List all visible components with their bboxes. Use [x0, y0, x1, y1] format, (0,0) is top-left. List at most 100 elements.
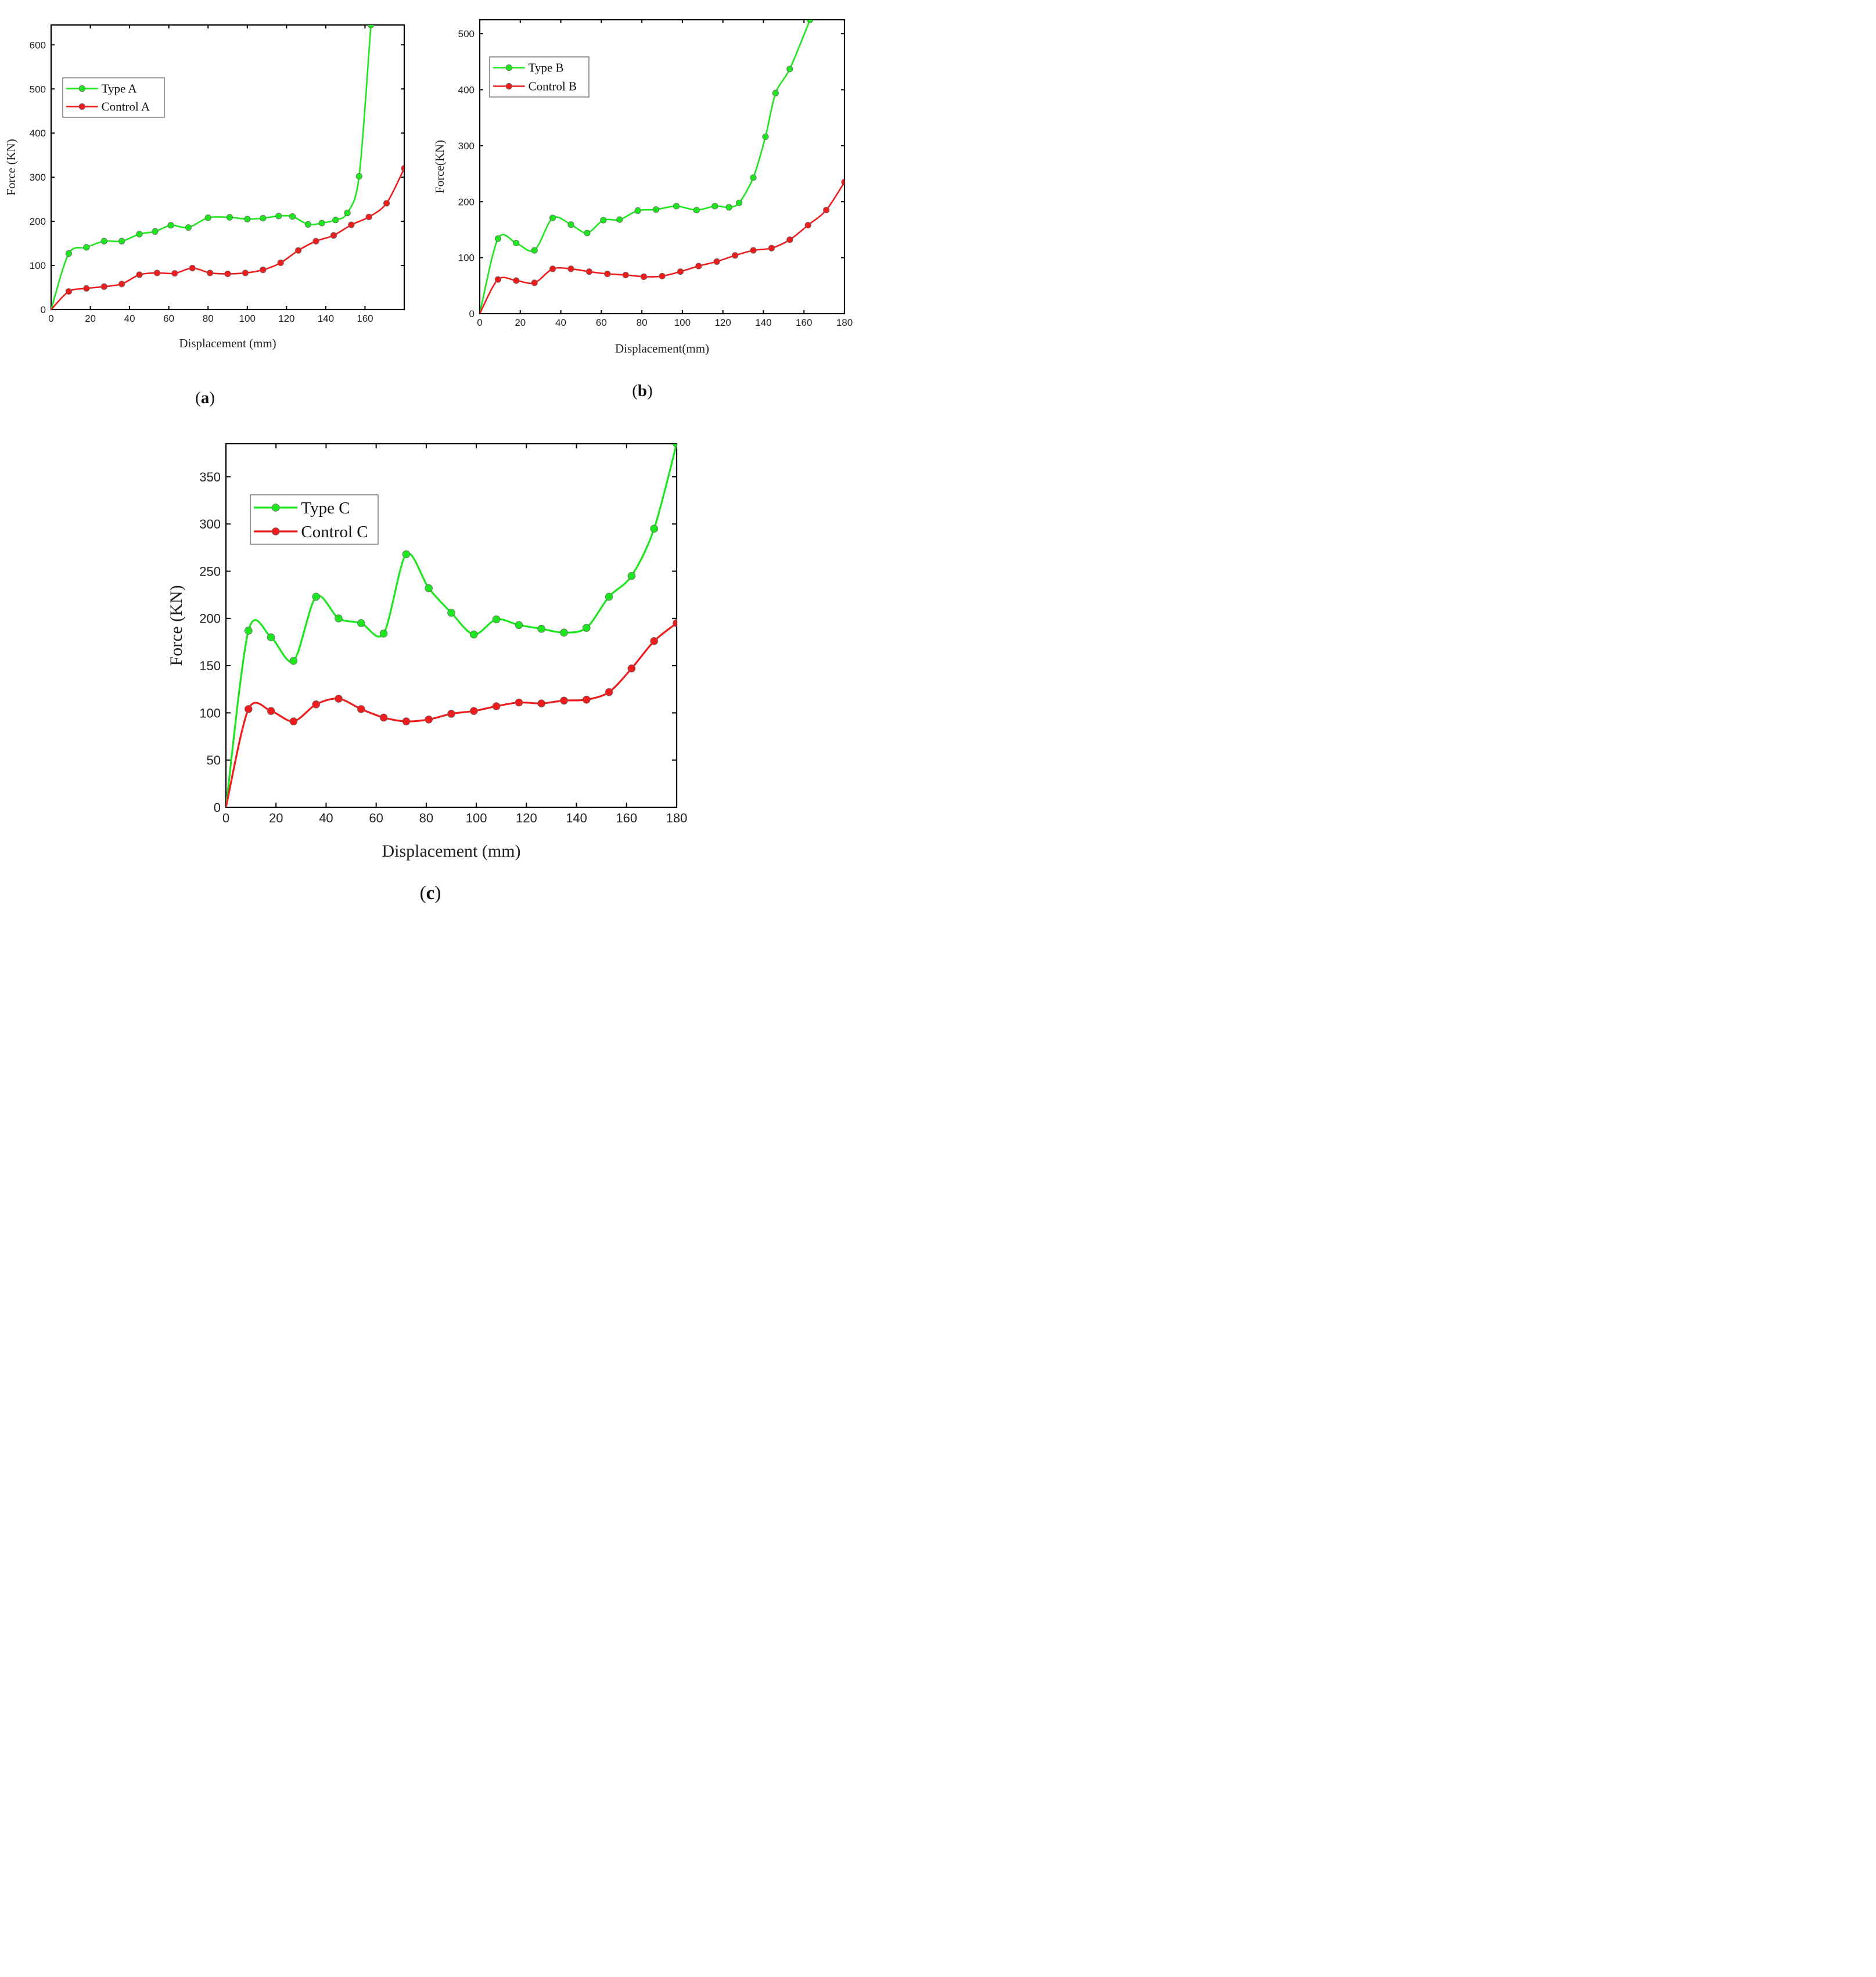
- x-tick-label: 140: [318, 313, 334, 324]
- data-point-type-c: [492, 615, 501, 624]
- y-tick-label: 150: [199, 659, 221, 673]
- legend-label: Type A: [102, 82, 138, 96]
- data-point-control-c: [492, 702, 501, 710]
- y-tick-label: 0: [214, 800, 221, 815]
- data-point-type-a: [289, 213, 296, 220]
- y-tick-label: 400: [30, 128, 46, 139]
- data-point-control-a: [100, 283, 107, 290]
- data-point-type-c: [650, 524, 658, 533]
- panel-label-c: (c): [420, 883, 441, 904]
- data-point-control-a: [242, 269, 249, 276]
- data-point-control-b: [786, 236, 793, 243]
- data-point-control-b: [531, 279, 538, 286]
- data-point-control-b: [677, 268, 684, 275]
- data-point-type-b: [762, 133, 769, 141]
- x-tick-label: 180: [666, 811, 688, 825]
- legend-box: [62, 77, 165, 118]
- data-point-type-a: [344, 210, 351, 217]
- data-point-type-a: [167, 222, 174, 229]
- x-tick-label: 60: [369, 811, 383, 825]
- data-point-control-c: [605, 688, 613, 696]
- x-tick-label: 80: [203, 313, 214, 324]
- y-tick-label: 100: [458, 253, 475, 264]
- data-point-control-b: [641, 273, 648, 280]
- y-tick-label: 250: [199, 564, 221, 578]
- series-area-b: [480, 20, 844, 314]
- data-point-type-c: [244, 627, 253, 635]
- panel-label-b: (b): [632, 382, 652, 400]
- legend-label: Control A: [102, 100, 150, 114]
- x-tick-label: 0: [477, 317, 482, 328]
- data-point-type-c: [357, 619, 365, 627]
- data-point-type-b: [531, 247, 538, 254]
- data-point-control-b: [659, 272, 666, 280]
- data-point-type-a: [118, 238, 125, 245]
- data-point-type-c: [267, 633, 275, 642]
- y-tick-label: 350: [199, 470, 221, 484]
- data-point-control-b: [494, 276, 502, 283]
- data-point-type-b: [772, 89, 779, 96]
- data-point-control-b: [513, 277, 520, 284]
- data-point-control-c: [673, 619, 677, 627]
- data-point-control-c: [289, 717, 298, 725]
- chart-panel-c: 0 20 40 60 80 100 120 140 160 180 0 50 100 150 200 250 3…: [167, 443, 688, 904]
- x-tick-label: 40: [319, 811, 333, 825]
- figure: 0 20 40 60 80 100 120 140 1600100200300400500600…: [4, 19, 853, 904]
- x-tick-label: 20: [515, 317, 526, 328]
- x-tick-label: 80: [637, 317, 648, 328]
- data-point-type-c: [627, 571, 636, 580]
- data-point-control-c: [515, 698, 523, 707]
- data-point-control-a: [83, 285, 90, 292]
- data-point-control-a: [65, 288, 73, 295]
- legend-a: Type A Control A: [62, 77, 165, 118]
- x-tick-label: 40: [555, 317, 566, 328]
- series-line-type-a: [51, 25, 372, 310]
- data-point-control-a: [383, 200, 390, 207]
- data-point-type-a: [304, 221, 312, 228]
- data-point-type-a: [367, 25, 375, 28]
- data-point-control-a: [260, 267, 267, 274]
- data-point-type-c: [582, 624, 591, 632]
- y-tick-label: 100: [199, 706, 221, 720]
- data-point-type-c: [605, 592, 613, 601]
- data-point-control-b: [549, 265, 556, 272]
- chart-panel-b: 0 20 40 60 80 100 120 140 160 180 0 100 200 300 400 500…: [433, 19, 853, 400]
- data-point-type-c: [289, 657, 298, 665]
- x-tick-label: 100: [466, 811, 487, 825]
- series-area-a: [51, 25, 404, 310]
- x-tick-label: 140: [566, 811, 587, 825]
- data-point-type-a: [136, 231, 143, 238]
- y-tick-label: 600: [30, 39, 46, 51]
- panel-label-a: (a): [195, 389, 215, 407]
- x-tick-label: 80: [419, 811, 433, 825]
- x-tick-label: 100: [674, 317, 691, 328]
- data-point-type-a: [152, 228, 159, 235]
- data-point-type-a: [100, 238, 107, 245]
- legend-label: Type B: [529, 61, 564, 75]
- data-point-type-b: [807, 20, 814, 23]
- data-point-type-b: [616, 216, 623, 223]
- data-point-type-b: [600, 217, 607, 224]
- data-point-control-a: [118, 281, 125, 287]
- legend-c: Type C Control C: [250, 494, 379, 545]
- data-point-control-b: [695, 263, 702, 269]
- data-point-type-b: [567, 221, 574, 228]
- legend-box: [489, 56, 590, 98]
- x-axis-title-c: Displacement (mm): [382, 842, 520, 861]
- data-point-type-b: [693, 207, 700, 214]
- x-tick-label: 120: [516, 811, 537, 825]
- data-point-type-b: [711, 203, 718, 210]
- x-axis-title-b: Displacement(mm): [615, 342, 709, 355]
- data-point-type-a: [65, 250, 73, 257]
- data-point-control-a: [330, 232, 337, 239]
- data-point-control-b: [713, 258, 720, 265]
- data-point-type-c: [515, 621, 523, 629]
- data-point-type-b: [652, 206, 660, 213]
- chart-panel-a: 0 20 40 60 80 100 120 140 160 0 100 200 300 400 500 600…: [4, 24, 405, 407]
- data-point-type-a: [318, 220, 325, 227]
- x-tick-label: 120: [278, 313, 294, 324]
- data-point-control-b: [567, 265, 574, 272]
- x-tick-label: 0: [222, 811, 229, 825]
- data-point-type-c: [335, 614, 343, 623]
- legend-label: Control C: [301, 523, 368, 541]
